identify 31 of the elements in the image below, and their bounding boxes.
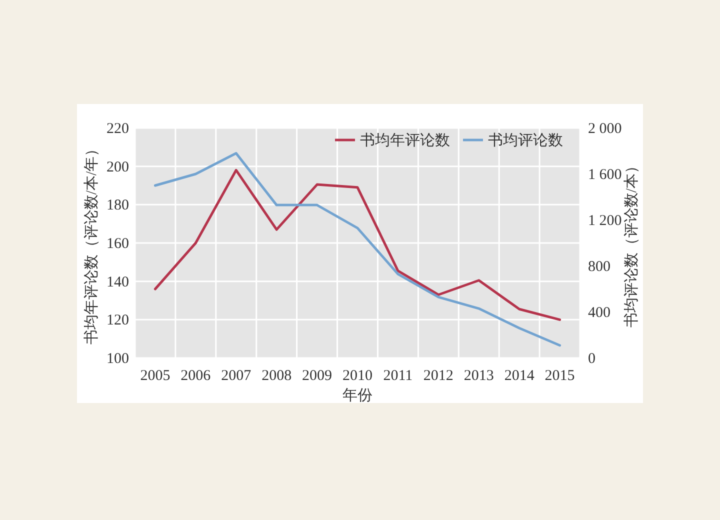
y2-axis-title: 书均评论数（评论数/本）: [623, 158, 640, 328]
y-axis-title: 书均年评论数（评论数/本/年）: [83, 141, 100, 345]
x-tick-label: 2010: [342, 368, 372, 384]
x-tick-label: 2005: [140, 368, 170, 384]
y-tick-label: 120: [106, 312, 129, 329]
y-tick-label: 180: [106, 198, 129, 214]
x-tick-label: 2007: [221, 368, 252, 384]
y2-tick-label: 400: [588, 305, 610, 321]
x-axis-title: 年份: [342, 387, 372, 404]
x-tick-label: 2008: [262, 368, 292, 384]
legend-label: 书均评论数: [488, 132, 563, 149]
line-series: [154, 168, 562, 321]
x-tick-label: 2012: [423, 368, 454, 384]
x-tick-label: 2011: [383, 368, 413, 384]
y-tick-label: 220: [106, 121, 129, 137]
x-tick-label: 2009: [302, 368, 332, 384]
legend-label: 书均年评论数: [360, 132, 450, 149]
y2-tick-label: 800: [588, 259, 610, 275]
y2-tick-label: 1 600: [588, 167, 622, 183]
x-tick-label: 2013: [464, 368, 494, 384]
y2-tick-label: 1 200: [588, 213, 622, 229]
y-tick-label: 160: [106, 236, 129, 252]
x-tick-label: 2014: [504, 368, 535, 384]
y-tick-label: 100: [106, 351, 129, 367]
y-tick-label: 140: [106, 274, 129, 290]
y-tick-label: 200: [106, 159, 129, 176]
x-tick-label: 2015: [544, 368, 575, 384]
y2-tick-label: 0: [588, 351, 596, 367]
y2-tick-label: 2 000: [588, 121, 622, 137]
line-series: [154, 152, 562, 347]
x-tick-label: 2006: [180, 368, 212, 384]
